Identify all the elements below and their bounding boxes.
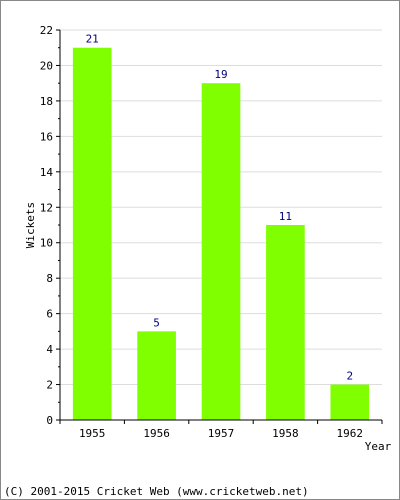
x-tick-label: 1962 [337,427,364,440]
y-tick-label: 2 [46,379,53,392]
bar [266,225,305,420]
y-tick-label: 18 [40,95,53,108]
bar [72,47,112,421]
x-tick-label: 1956 [143,427,170,440]
y-tick-label: 22 [40,24,53,37]
bar [201,83,241,420]
x-axis-title: Year [365,440,392,453]
y-tick-label: 0 [46,414,53,427]
copyright-notice: (C) 2001-2015 Cricket Web (www.cricketwe… [4,485,309,498]
y-tick-label: 6 [46,308,53,321]
x-tick-label: 1957 [208,427,235,440]
bar [137,331,176,420]
y-tick-label: 8 [46,272,53,285]
y-tick-label: 16 [40,130,53,143]
y-tick-label: 12 [40,201,53,214]
bar [330,384,370,420]
labels: 0 2 4 6 8 10 12 14 16 18 20 22 21 1955 5 1956 19 1957 11 19… [24,24,392,453]
y-tick-label: 20 [40,59,53,72]
x-tick-label: 1955 [79,427,106,440]
data-label: 2 [346,370,353,383]
data-label: 21 [86,33,99,46]
y-axis-title: Wickets [24,202,37,248]
y-tick-label: 10 [40,237,53,250]
axes [56,29,383,424]
y-tick-label: 14 [40,166,54,179]
bars [72,47,370,421]
data-label: 11 [279,210,292,223]
y-tick-label: 4 [46,343,53,356]
data-label: 19 [214,68,227,81]
data-label: 5 [153,316,160,329]
x-tick-label: 1958 [272,427,299,440]
